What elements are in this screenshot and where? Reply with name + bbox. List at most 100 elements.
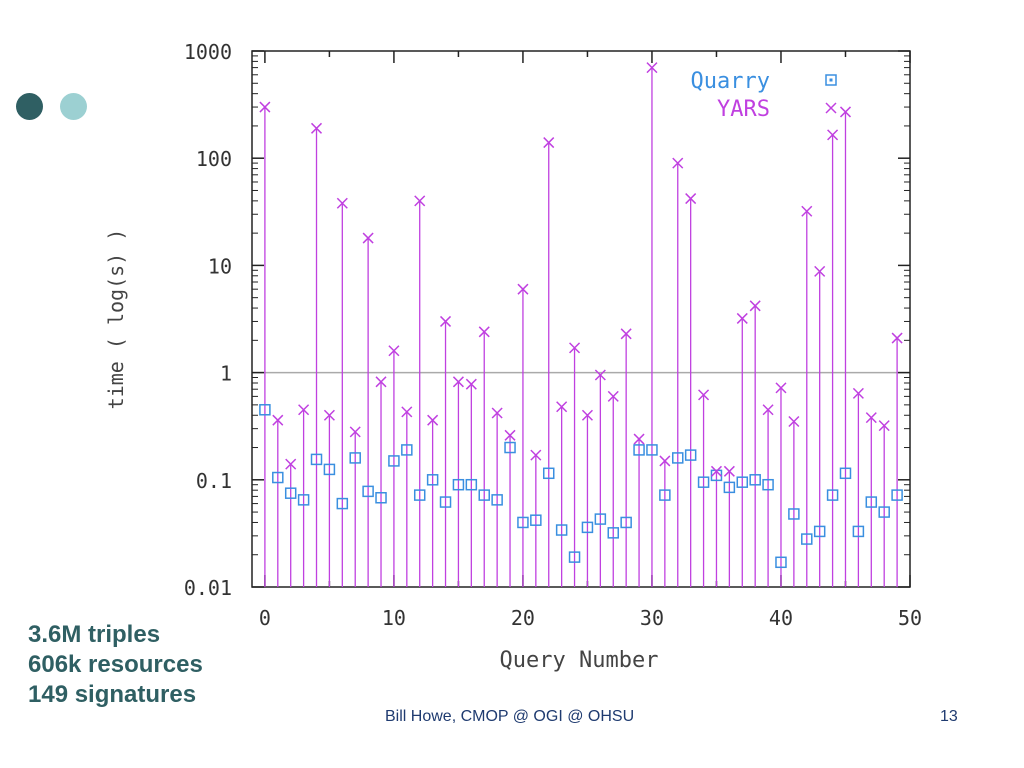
yars-point [530,449,542,461]
quarry-point [684,449,697,461]
quarry-point [697,476,710,488]
quarry-point [478,489,490,501]
quarry-point [542,467,555,480]
quarry-point [530,514,542,526]
quarry-point [788,508,800,520]
x-tick-label: 0 [259,606,271,630]
plot-frame [251,50,911,588]
yars-point [710,465,723,477]
stat-triples: 3.6M triples [28,621,161,648]
quarry-point [891,489,903,501]
quarry-point [813,525,826,538]
quarry-point [878,506,890,518]
quarry-point [413,489,426,501]
yars-point [427,414,439,426]
stat-signatures: 149 signatures [28,681,197,708]
bullet-dot-dark [16,93,43,120]
quarry-point [517,516,529,529]
quarry-point [426,474,439,486]
x-tick-label: 10 [382,606,406,630]
yars-point [775,382,787,394]
yars-point [736,312,748,324]
yars-point [839,106,852,118]
yars-point [865,412,877,424]
quarry-point [272,471,284,484]
footer-credit: Bill Howe, CMOP @ OGI @ OHSU [385,708,635,725]
yars-point [814,265,826,277]
x-tick-label: 30 [640,606,664,630]
quarry-point [594,513,607,525]
yars-point [298,404,310,416]
quarry-point [568,551,581,563]
quarry-point [336,497,349,510]
yars-point [323,409,335,421]
x-tick-label: 40 [769,606,793,630]
quarry-point [297,494,310,506]
quarry-point [465,478,478,491]
yars-point [672,157,684,169]
bullet-dot-light [60,93,87,120]
yars-point [762,404,774,416]
yars-point [852,387,864,399]
quarry-point [504,441,516,454]
quarry-point [736,476,749,488]
quarry-point [284,487,297,499]
yars-point [504,429,516,441]
yars-point [723,465,735,477]
yars-point [594,369,606,381]
legend-quarry-label: Quarry [691,69,770,94]
yars-point [285,458,297,470]
legend-quarry-marker [825,74,837,86]
quarry-point [362,485,374,498]
yars-point [801,205,813,217]
quarry-point [852,525,865,538]
x-tick-label: 20 [511,606,535,630]
yars-point [607,390,619,402]
quarry-point [607,527,620,539]
y-axis-label: time ( log(s) ) [104,229,128,410]
yars-point [362,232,374,244]
quarry-point [388,455,400,467]
quarry-point [775,556,787,569]
yars-point [272,414,284,426]
quarry-point [762,478,774,491]
quarry-point [439,496,452,508]
yars-point [827,129,839,141]
yars-point [349,426,361,438]
yars-point [517,283,529,295]
yars-point [788,415,800,428]
quarry-point [375,492,387,504]
legend-quarry-marker-dot [829,78,833,82]
quarry-point [555,524,568,536]
quarry-point [646,444,658,456]
yars-point [620,328,632,340]
quarry-point [491,494,503,506]
quarry-point [723,481,736,494]
y-tick-label: 1000 [184,40,232,64]
yars-point [336,197,348,209]
quarry-point [826,489,839,501]
quarry-point [839,467,852,480]
quarry-point [349,452,361,464]
yars-point [569,342,581,354]
quarry-point [452,478,465,491]
y-tick-label: 0.1 [196,469,232,493]
yars-point [491,407,503,419]
yars-point [401,406,413,418]
yars-point [259,101,271,113]
quarry-point [581,521,594,534]
x-tick-label: 50 [898,606,922,630]
yars-point [698,389,710,401]
yars-point [581,409,593,421]
yars-point [478,326,490,338]
page-number: 13 [940,708,958,725]
yars-point [556,401,568,413]
yars-point [452,376,464,388]
quarry-point [633,444,645,456]
yars-point [439,315,452,327]
yars-point [685,193,697,205]
query-time-chart: 0.01 0.1 1 10 100 1000 0 10 20 30 40 50 Quarry YARS Q… [104,40,922,673]
quarry-point [749,474,761,486]
dataset-stats: 3.6M triples 606k resources 149 signatur… [28,620,203,710]
quarry-point [401,444,413,456]
